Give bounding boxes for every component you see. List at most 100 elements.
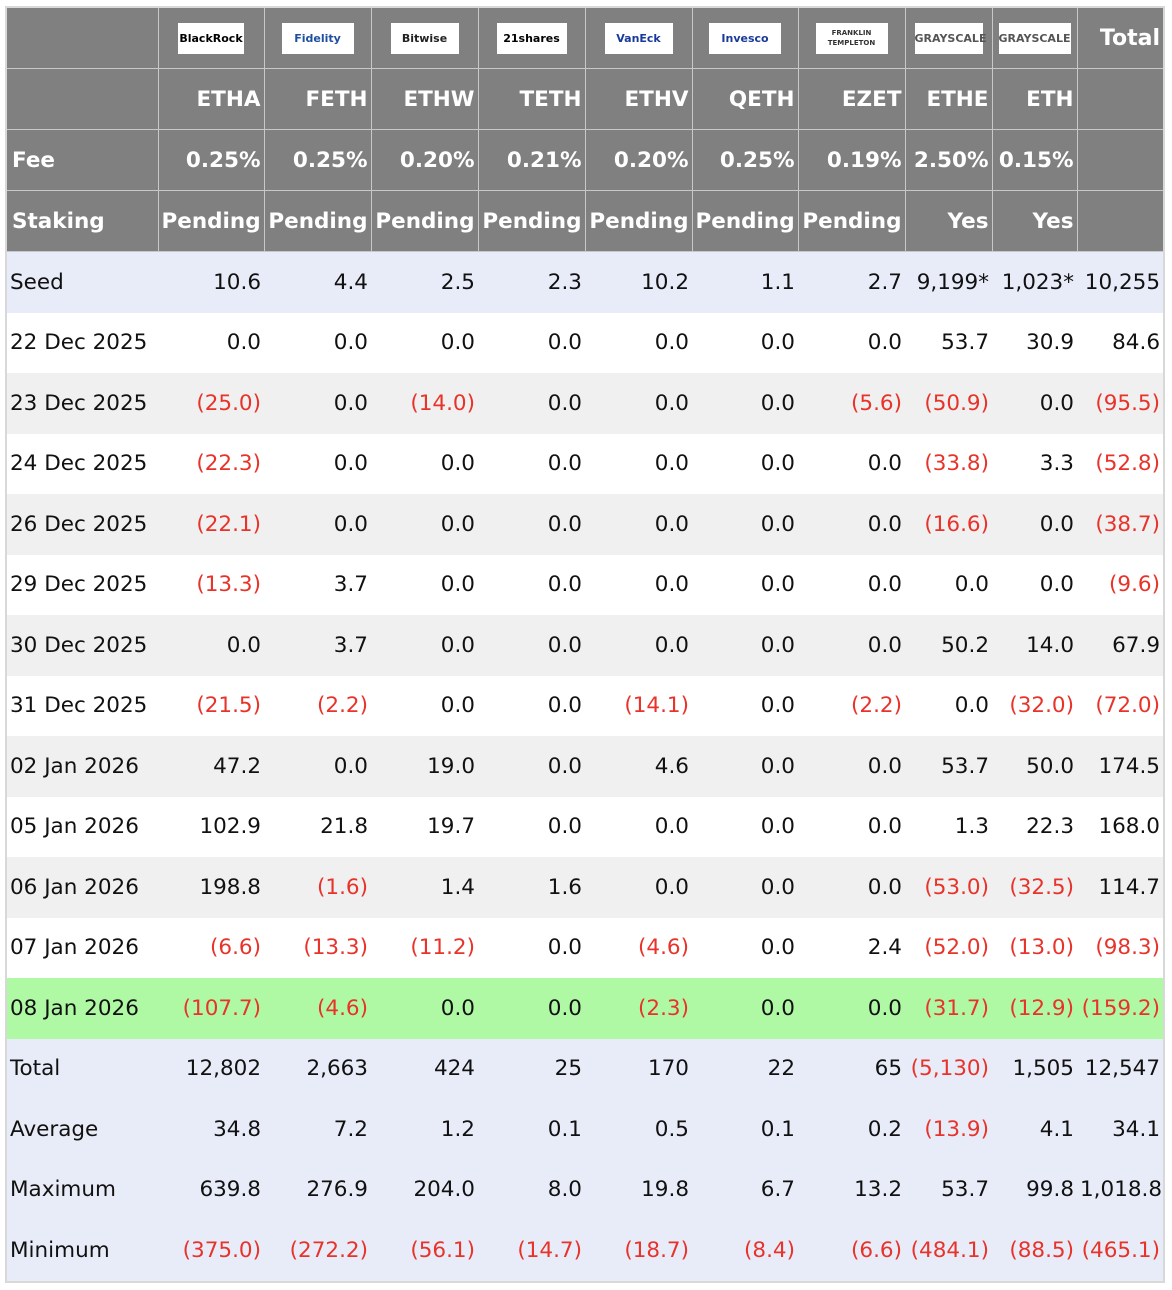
value-cell: 0.0 bbox=[692, 312, 798, 373]
row-label: 08 Jan 2026 bbox=[6, 978, 158, 1039]
value-cell: 0.0 bbox=[371, 675, 478, 736]
value-cell: (2.2) bbox=[264, 675, 371, 736]
table-row: Average 34.8 7.2 1.2 0.1 0.5 0.1 0.2 (13.9) 4.1 34… bbox=[6, 1099, 1164, 1160]
value-cell: 53.7 bbox=[905, 312, 992, 373]
value-cell: 0.0 bbox=[585, 857, 692, 918]
value-cell: (22.3) bbox=[158, 433, 264, 494]
value-cell: (5.6) bbox=[798, 373, 905, 434]
value-cell: 0.0 bbox=[478, 494, 585, 555]
value-cell: 0.0 bbox=[905, 554, 992, 615]
value-cell: 0.0 bbox=[478, 917, 585, 978]
value-cell: 2.7 bbox=[798, 251, 905, 313]
value-cell: 0.0 bbox=[585, 373, 692, 434]
value-cell: 4.1 bbox=[992, 1099, 1077, 1160]
row-label: 30 Dec 2025 bbox=[6, 615, 158, 676]
staking-cell: Pending bbox=[691, 190, 799, 252]
value-cell: 3.3 bbox=[992, 433, 1077, 494]
issuer-logo: Bitwise bbox=[390, 22, 459, 54]
value-cell: 639.8 bbox=[158, 1159, 264, 1220]
value-cell: 0.0 bbox=[371, 494, 478, 555]
value-cell: 0.0 bbox=[371, 433, 478, 494]
table-row: 08 Jan 2026 (107.7) (4.6) 0.0 0.0 (2.3) 0.0 0.0… bbox=[6, 978, 1164, 1039]
value-cell: 34.8 bbox=[158, 1099, 264, 1160]
value-cell: 53.7 bbox=[905, 736, 992, 797]
issuer-logo-cell: GRAYSCALE bbox=[904, 6, 993, 69]
value-cell: 9,199* bbox=[905, 251, 992, 313]
value-cell: 0.0 bbox=[992, 494, 1077, 555]
value-cell: 0.0 bbox=[585, 312, 692, 373]
value-cell: (32.5) bbox=[992, 857, 1077, 918]
value-cell: 67.9 bbox=[1077, 615, 1164, 676]
value-cell: (13.0) bbox=[992, 917, 1077, 978]
table-row: 05 Jan 2026 102.9 21.8 19.7 0.0 0.0 0.0 0.0 1.3 2… bbox=[6, 796, 1164, 857]
value-cell: (13.9) bbox=[905, 1099, 992, 1160]
value-cell: (465.1) bbox=[1077, 1220, 1164, 1282]
value-cell: 3.7 bbox=[264, 615, 371, 676]
value-cell: 1,023* bbox=[992, 251, 1077, 313]
value-cell: 0.0 bbox=[585, 494, 692, 555]
value-cell: (33.8) bbox=[905, 433, 992, 494]
value-cell: 0.0 bbox=[798, 433, 905, 494]
value-cell: 1.4 bbox=[371, 857, 478, 918]
value-cell: (95.5) bbox=[1077, 373, 1164, 434]
value-cell: (16.6) bbox=[905, 494, 992, 555]
value-cell: (4.6) bbox=[585, 917, 692, 978]
value-cell: 0.0 bbox=[264, 736, 371, 797]
fee-cell: 0.20% bbox=[584, 129, 693, 191]
table-row: 02 Jan 2026 47.2 0.0 19.0 0.0 4.6 0.0 0.0 53.7 50… bbox=[6, 736, 1164, 797]
ticker-cell: QETH bbox=[691, 68, 799, 130]
value-cell: (107.7) bbox=[158, 978, 264, 1039]
issuer-logo: Fidelity bbox=[281, 22, 354, 54]
value-cell: 0.0 bbox=[692, 857, 798, 918]
value-cell: 0.0 bbox=[692, 736, 798, 797]
row-label: 24 Dec 2025 bbox=[6, 433, 158, 494]
staking-cell: Pending bbox=[157, 190, 265, 252]
row-label bbox=[5, 68, 159, 130]
row-label: 06 Jan 2026 bbox=[6, 857, 158, 918]
value-cell: 0.0 bbox=[692, 675, 798, 736]
value-cell: (98.3) bbox=[1077, 917, 1164, 978]
value-cell: 0.0 bbox=[264, 312, 371, 373]
ticker-cell: ETHW bbox=[370, 68, 479, 130]
value-cell: 0.0 bbox=[478, 433, 585, 494]
table-row: Minimum (375.0) (272.2) (56.1) (14.7) (18.7)(… bbox=[6, 1220, 1164, 1282]
fee-cell: 0.19% bbox=[797, 129, 906, 191]
value-cell: 30.9 bbox=[992, 312, 1077, 373]
value-cell: 7.2 bbox=[264, 1099, 371, 1160]
table-row: 26 Dec 2025 (22.1) 0.0 0.0 0.0 0.0 0.0 0.0 (16.6… bbox=[6, 494, 1164, 555]
value-cell: 0.0 bbox=[371, 554, 478, 615]
issuer-logo-cell: VanEck bbox=[584, 6, 693, 69]
value-cell: (8.4) bbox=[692, 1220, 798, 1282]
staking-cell: Yes bbox=[991, 190, 1078, 252]
total-column-header: Total bbox=[1076, 6, 1165, 69]
value-cell: 0.0 bbox=[478, 615, 585, 676]
value-cell: 276.9 bbox=[264, 1159, 371, 1220]
fee-cell: 0.25% bbox=[691, 129, 799, 191]
value-cell: (6.6) bbox=[798, 1220, 905, 1282]
value-cell: 19.7 bbox=[371, 796, 478, 857]
value-cell: (5,130) bbox=[905, 1038, 992, 1099]
value-cell: 1.1 bbox=[692, 251, 798, 313]
value-cell: (72.0) bbox=[1077, 675, 1164, 736]
row-label: 31 Dec 2025 bbox=[6, 675, 158, 736]
row-label: Maximum bbox=[6, 1159, 158, 1220]
value-cell: 6.7 bbox=[692, 1159, 798, 1220]
issuer-logo-cell: Fidelity bbox=[263, 6, 372, 69]
table-row: Total 12,802 2,663 424 25 170 22 65 (5,130) 1,505… bbox=[6, 1038, 1164, 1099]
table-row: 30 Dec 2025 0.0 3.7 0.0 0.0 0.0 0.0 0.0 50.2 14.0… bbox=[6, 615, 1164, 676]
value-cell: (272.2) bbox=[264, 1220, 371, 1282]
empty-cell bbox=[1076, 129, 1165, 191]
staking-cell: Pending bbox=[797, 190, 906, 252]
value-cell: 1.3 bbox=[905, 796, 992, 857]
value-cell: 170 bbox=[585, 1038, 692, 1099]
value-cell: (18.7) bbox=[585, 1220, 692, 1282]
value-cell: 2.5 bbox=[371, 251, 478, 313]
value-cell: 0.0 bbox=[798, 857, 905, 918]
table-row: 24 Dec 2025 (22.3) 0.0 0.0 0.0 0.0 0.0 0.0 (33.8… bbox=[6, 433, 1164, 494]
value-cell: 0.0 bbox=[478, 312, 585, 373]
value-cell: (21.5) bbox=[158, 675, 264, 736]
value-cell: (484.1) bbox=[905, 1220, 992, 1282]
ticker-cell: ETHE bbox=[904, 68, 993, 130]
ticker-cell: FETH bbox=[263, 68, 372, 130]
issuer-logo: 21shares bbox=[496, 22, 567, 54]
